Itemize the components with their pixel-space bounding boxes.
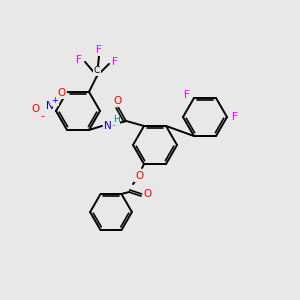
Text: -: -: [40, 111, 44, 121]
Text: C: C: [94, 66, 100, 75]
Text: O: O: [58, 88, 66, 98]
Text: F: F: [184, 90, 190, 100]
Text: F: F: [76, 55, 82, 65]
Text: O: O: [144, 189, 152, 199]
Text: F: F: [96, 45, 102, 55]
Text: N: N: [104, 121, 112, 131]
Text: N: N: [46, 101, 54, 111]
Text: O: O: [31, 104, 39, 114]
Text: O: O: [135, 171, 143, 181]
Text: H: H: [112, 116, 119, 124]
Text: F: F: [112, 57, 118, 67]
Text: +: +: [52, 96, 58, 105]
Text: F: F: [232, 112, 238, 122]
Text: O: O: [114, 96, 122, 106]
